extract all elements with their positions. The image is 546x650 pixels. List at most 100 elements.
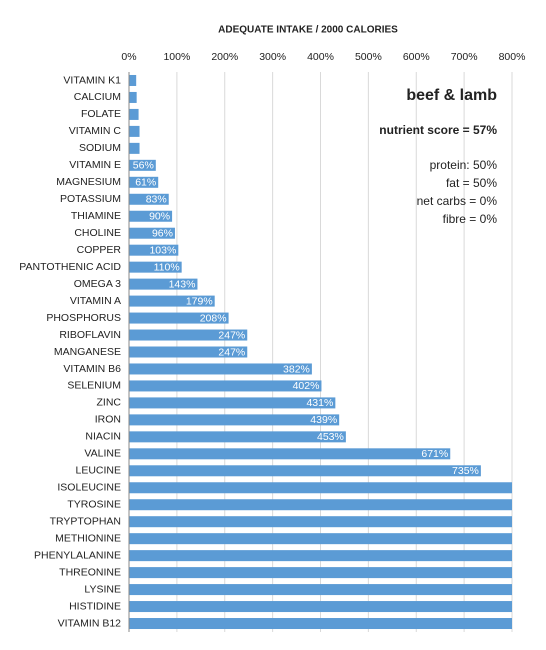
bar	[129, 176, 159, 188]
bar	[129, 295, 215, 307]
bar	[129, 329, 248, 341]
bar	[129, 584, 512, 596]
chart-title: ADEQUATE INTAKE / 2000 CALORIES	[218, 25, 398, 36]
x-tick-label: 600%	[403, 51, 430, 63]
bar	[129, 312, 229, 324]
bar	[129, 142, 140, 154]
bar	[129, 210, 173, 222]
y-tick-label: IRON	[95, 414, 121, 426]
x-tick-label: 400%	[307, 51, 334, 63]
bars	[129, 74, 512, 630]
y-tick-label: NIACIN	[85, 431, 121, 443]
bar	[129, 499, 512, 511]
bar	[129, 618, 512, 630]
y-tick-label: HISTIDINE	[69, 600, 121, 612]
value-label: 671%	[421, 448, 448, 460]
y-tick-label: VITAMIN A	[70, 295, 121, 307]
y-tick-label: ZINC	[97, 397, 122, 409]
y-tick-label: OMEGA 3	[74, 278, 121, 290]
bar	[129, 159, 156, 171]
grid	[128, 72, 513, 632]
y-tick-label: METHIONINE	[55, 532, 121, 544]
bar	[129, 380, 322, 392]
y-tick-label: ISOLEUCINE	[57, 482, 121, 494]
x-tick-label: 500%	[355, 51, 382, 63]
value-label: 143%	[169, 278, 196, 290]
value-label: 439%	[310, 414, 337, 426]
y-tick-label: VITAMIN B6	[63, 363, 121, 375]
bar	[129, 465, 481, 477]
bar	[129, 346, 248, 358]
x-tick-label: 300%	[259, 51, 286, 63]
annotation: net carbs = 0%	[417, 194, 498, 208]
bar	[129, 278, 198, 290]
x-tick-label: 700%	[451, 51, 478, 63]
bar	[129, 261, 182, 273]
bar	[129, 567, 512, 579]
y-tick-label: RIBOFLAVIN	[59, 329, 121, 341]
value-label: 61%	[135, 177, 156, 189]
y-tick-label: POTASSIUM	[60, 193, 121, 205]
y-tick-label: THIAMINE	[71, 210, 121, 222]
x-tick-label: 200%	[211, 51, 238, 63]
y-tick-label: VALINE	[84, 448, 121, 460]
value-label: 179%	[186, 295, 213, 307]
bar	[129, 533, 512, 545]
bar	[129, 227, 175, 239]
y-tick-label: TRYPTOPHAN	[50, 515, 121, 527]
y-tick-label: COPPER	[77, 244, 122, 256]
value-label: 83%	[146, 194, 167, 206]
bar	[129, 91, 137, 103]
y-tick-label: THREONINE	[59, 566, 121, 578]
value-label: 90%	[149, 211, 170, 223]
value-label: 247%	[218, 346, 245, 358]
bar	[129, 550, 512, 562]
bar	[129, 193, 169, 205]
y-tick-label: TYROSINE	[67, 499, 121, 511]
value-label: 402%	[293, 380, 320, 392]
value-label: 735%	[452, 465, 479, 477]
y-tick-label: CALCIUM	[74, 91, 121, 103]
bar	[129, 516, 512, 528]
bar	[129, 414, 340, 426]
y-tick-label: PHENYLALANINE	[34, 549, 121, 561]
annotation: fat = 50%	[446, 176, 497, 190]
value-label: 56%	[133, 160, 154, 172]
y-tick-label: MAGNESIUM	[56, 176, 121, 188]
annotation: nutrient score = 57%	[379, 123, 497, 137]
bar	[129, 601, 512, 613]
value-label: 110%	[154, 261, 180, 273]
y-tick-label: LYSINE	[84, 583, 121, 595]
y-tick-label: VITAMIN C	[69, 125, 122, 137]
y-tick-label: LEUCINE	[75, 465, 121, 477]
bar	[129, 108, 139, 120]
x-tick-label: 100%	[163, 51, 190, 63]
y-tick-label: VITAMIN B12	[58, 617, 122, 629]
value-label: 453%	[317, 431, 344, 443]
y-tick-label: PANTOTHENIC ACID	[19, 261, 121, 273]
annotation: fibre = 0%	[443, 212, 498, 226]
bar	[129, 363, 312, 375]
bar	[129, 431, 346, 443]
value-label: 431%	[306, 397, 333, 409]
value-label: 208%	[200, 312, 227, 324]
value-label: 103%	[149, 244, 176, 256]
y-tick-label: SELENIUM	[67, 380, 121, 392]
labels: 0% 100% 200% 300% 400% 500% 600% 700% 800% VITAMI…	[19, 51, 525, 630]
y-tick-label: PHOSPHORUS	[46, 312, 121, 324]
y-tick-label: SODIUM	[79, 142, 121, 154]
y-tick-label: MANGANESE	[54, 346, 121, 358]
bar	[129, 244, 179, 256]
bar	[129, 74, 137, 86]
y-tick-label: FOLATE	[81, 108, 121, 120]
bar	[129, 397, 336, 409]
value-label: 96%	[152, 227, 173, 239]
value-label: 382%	[283, 363, 310, 375]
value-label: 247%	[218, 329, 245, 341]
bar	[129, 125, 140, 137]
annotation: beef & lamb	[406, 87, 497, 104]
annotation: protein: 50%	[430, 158, 498, 172]
y-tick-label: VITAMIN E	[69, 159, 121, 171]
y-tick-label: CHOLINE	[74, 227, 121, 239]
